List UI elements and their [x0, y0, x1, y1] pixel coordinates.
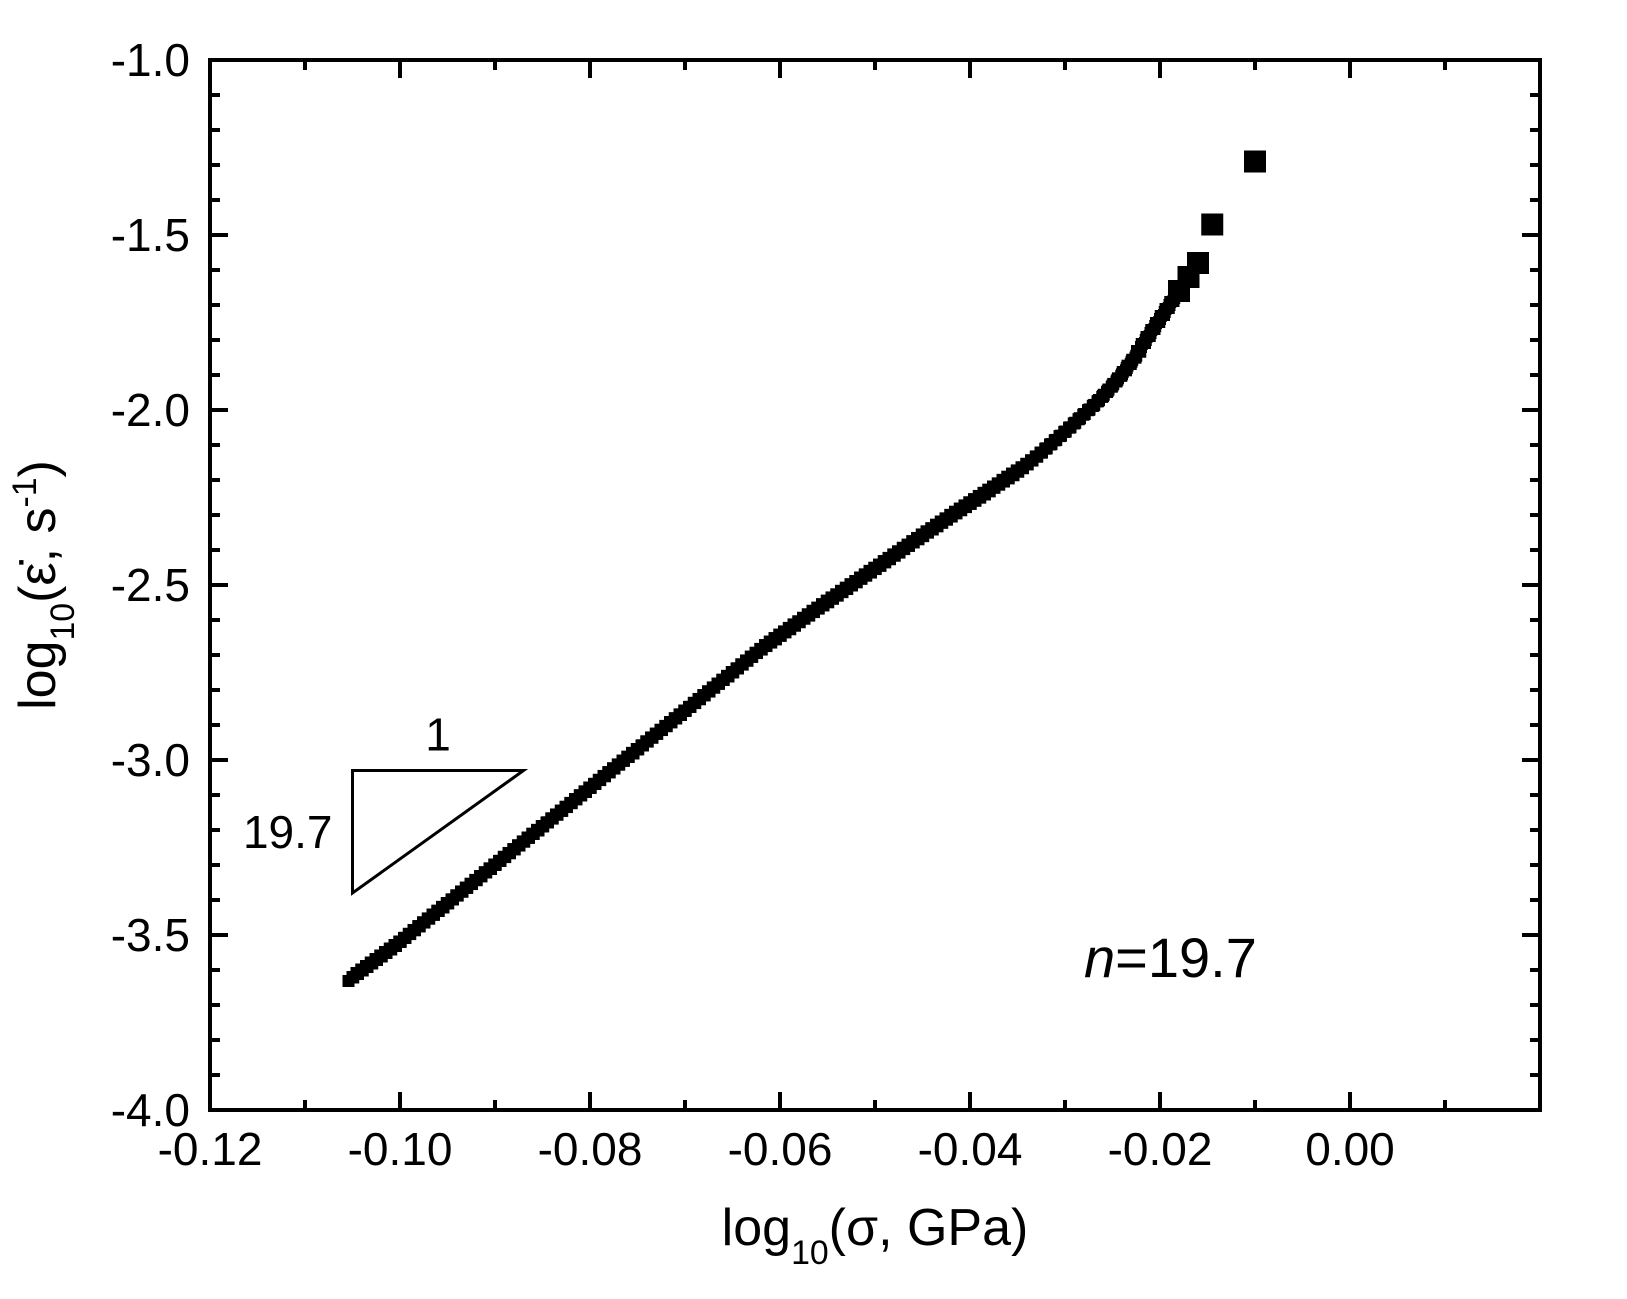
- n-value-annotation: n=19.7: [1084, 926, 1257, 989]
- y-tick-label: -1.0: [111, 34, 190, 86]
- scatter-chart: -0.12-0.10-0.08-0.06-0.04-0.020.00-4.0-3…: [0, 0, 1627, 1299]
- slope-rise-label: 19.7: [243, 806, 333, 858]
- y-tick-label: -3.0: [111, 734, 190, 786]
- x-tick-label: 0.00: [1305, 1123, 1395, 1175]
- x-tick-label: -0.06: [728, 1123, 833, 1175]
- x-tick-label: -0.02: [1108, 1123, 1213, 1175]
- y-tick-label: -2.5: [111, 559, 190, 611]
- x-tick-label: -0.08: [538, 1123, 643, 1175]
- y-tick-label: -3.5: [111, 909, 190, 961]
- y-tick-label: -4.0: [111, 1084, 190, 1136]
- y-tick-label: -1.5: [111, 209, 190, 261]
- chart-container: -0.12-0.10-0.08-0.06-0.04-0.020.00-4.0-3…: [0, 0, 1627, 1299]
- y-tick-label: -2.0: [111, 384, 190, 436]
- x-tick-label: -0.04: [918, 1123, 1023, 1175]
- x-tick-label: -0.10: [348, 1123, 453, 1175]
- slope-run-label: 1: [425, 709, 451, 761]
